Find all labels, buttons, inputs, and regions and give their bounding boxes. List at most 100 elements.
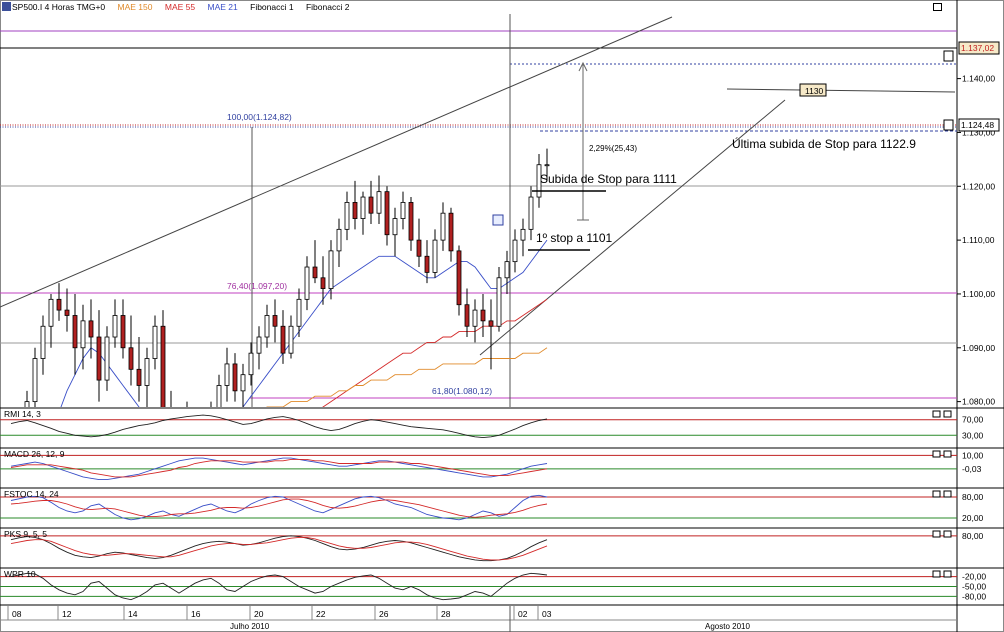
candle-body [464,304,470,327]
x-tick-label: 20 [254,609,264,619]
panel-y-tick-label: 80,00 [962,531,984,541]
candle [320,256,326,305]
horizontal-1130-line [726,88,956,93]
candle-body [352,202,358,219]
candle-body [88,320,94,338]
candle [104,326,110,391]
candle [264,304,270,348]
candle [177,412,181,466]
panel-label-2: FSTOC 14, 24 [4,489,59,499]
panel-y-tick-label: -20,00 [962,572,986,582]
indicator-line-1 [10,536,548,561]
indicator-line-1 [10,458,548,478]
candle [40,315,46,375]
y-tick-label: 1.140,00 [962,74,995,84]
candle [424,240,430,284]
x-tick-label: 14 [128,609,138,619]
candle-body [384,191,390,236]
candle-body [424,255,430,273]
candle [520,218,526,257]
candle-body [104,336,110,381]
scroll-icon-top [943,50,954,62]
candle [352,180,358,230]
symbol-label[interactable]: SP500.I 4 Horas TMG+0 [12,2,106,12]
candle-body [544,164,550,167]
candle-body [48,298,54,327]
price-tag-top-box [958,41,1000,55]
candle [216,374,222,407]
candle [416,218,422,268]
indicator-fibonacci1[interactable]: Fibonacci 1 [250,2,294,12]
candle [376,175,382,224]
candle [368,180,374,224]
x-tick-label: 16 [191,609,201,619]
panel-y-tick-label: 10,00 [962,450,984,460]
lower-trend-line [479,99,786,356]
candle-body [344,202,350,230]
candle [185,401,189,440]
maximize-icon[interactable] [933,3,942,11]
candle [240,363,246,407]
candle [488,299,494,370]
candle [480,293,486,338]
indicator-fibonacci2[interactable]: Fibonacci 2 [305,2,350,12]
panel-y-tick-label: 70,00 [962,415,984,425]
price-tag-last: 1.124,48 [961,120,994,130]
stop1-label: 1º stop a 1101 [536,231,613,245]
candle-body [296,298,302,327]
panel-label-3: PKS 9, 5, 5 [4,529,47,539]
indicator-mae150[interactable]: MAE 150 [117,2,153,12]
candle [136,337,142,402]
candle [224,347,230,402]
panel-maximize-icon [932,410,941,418]
candle-body [185,429,189,440]
panel-y-tick-label: 20,00 [962,513,984,523]
candle [80,304,86,370]
candle-body [232,363,238,392]
candle-body [160,325,166,407]
stop3-label: Última subida de Stop para 1122.9 [732,136,916,151]
candle [440,202,446,251]
candle [210,401,212,407]
y-tick-label: 1.090,00 [962,343,995,353]
candle-body [120,315,126,349]
candle-body [80,320,86,349]
candle [392,207,398,257]
x-tick-label: 08 [12,609,22,619]
candle-body [240,374,246,392]
measure-arrow [578,61,588,72]
indicator-mae55[interactable]: MAE 55 [164,2,196,12]
candle-body [432,239,438,273]
candle-body [304,266,310,300]
candle-body [328,250,334,289]
candle-body [224,363,230,386]
candle [48,293,54,348]
fib-618-label: 61,80(1.080,12) [432,386,492,396]
y-tick-label: 1.100,00 [962,289,995,299]
candle [56,283,62,321]
candle-body [96,336,102,381]
candle-body [400,202,406,219]
panel-close-icon [943,410,952,418]
indicator-mae21[interactable]: MAE 21 [207,2,238,12]
panel-maximize-icon [932,570,941,578]
price-tag-last-box [958,118,1000,132]
candle [88,299,94,359]
fib-100-label: 100,00(1.124,82) [227,112,292,122]
candle [248,342,254,386]
y-tick-label: 1.080,00 [962,397,995,407]
candle [360,191,366,235]
candle [432,229,438,278]
indicator-line-0 [10,414,548,439]
percent-move-label: 2,29%(25,43) [589,144,637,153]
panel-label-4: WPR 10 [4,569,36,579]
candle [96,310,102,402]
marker-icon [492,214,504,226]
ma-line-1 [322,298,548,407]
panel-close-icon [943,530,952,538]
candle [160,310,166,407]
candle [384,186,390,246]
candle-body [72,315,78,349]
x-tick-label: 03 [542,609,552,619]
